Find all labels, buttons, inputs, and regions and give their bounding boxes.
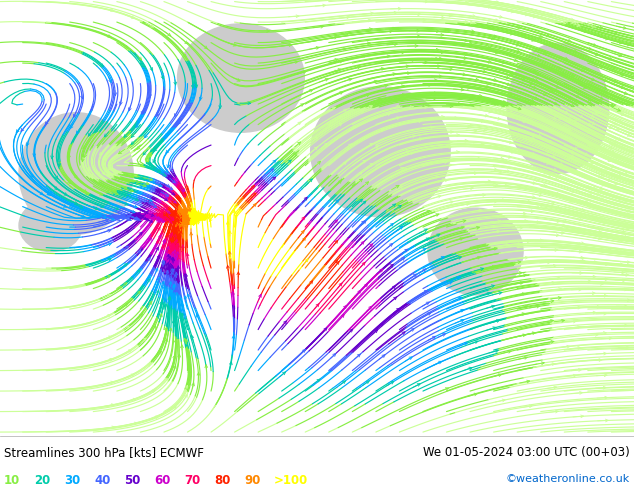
Text: We 01-05-2024 03:00 UTC (00+03): We 01-05-2024 03:00 UTC (00+03) [424, 446, 630, 459]
Text: 30: 30 [64, 474, 81, 487]
Ellipse shape [311, 87, 450, 217]
Text: 50: 50 [124, 474, 140, 487]
Text: 90: 90 [244, 474, 261, 487]
Text: 60: 60 [154, 474, 171, 487]
Text: ©weatheronline.co.uk: ©weatheronline.co.uk [506, 474, 630, 484]
Text: Streamlines 300 hPa [kts] ECMWF: Streamlines 300 hPa [kts] ECMWF [4, 446, 204, 459]
Text: 70: 70 [184, 474, 200, 487]
Ellipse shape [507, 44, 609, 173]
Text: >100: >100 [274, 474, 308, 487]
Ellipse shape [19, 113, 133, 234]
Text: 80: 80 [214, 474, 230, 487]
Text: 20: 20 [34, 474, 50, 487]
Text: 40: 40 [94, 474, 110, 487]
Ellipse shape [178, 24, 304, 132]
Ellipse shape [428, 208, 523, 295]
Text: 10: 10 [4, 474, 20, 487]
Ellipse shape [19, 199, 82, 251]
